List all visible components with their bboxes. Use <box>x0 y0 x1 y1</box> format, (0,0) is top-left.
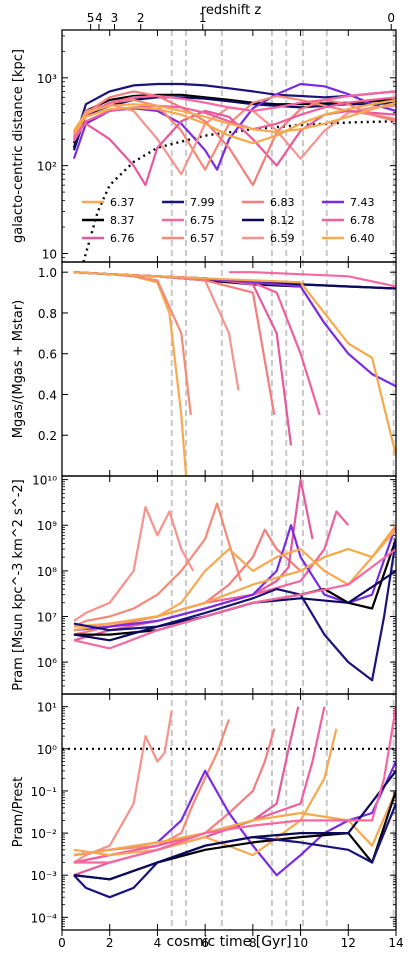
series-6.59 <box>73 506 195 622</box>
y-axis-label: Pram [Msun kpc^-3 km^2 s^-2] <box>11 479 26 691</box>
series-6.78 <box>73 271 321 416</box>
y-axis-label: galacto-centric distance [kpc] <box>11 49 26 243</box>
top-tick-label: 0 <box>387 11 395 25</box>
panel-gas_fraction: 0.2 0.4 0.6 0.8 1.0 Mgas/(Mgas + Mstar) <box>11 261 397 477</box>
top-tick-label: 5 <box>87 11 95 25</box>
y-tick-label: 10² <box>37 160 57 174</box>
x-tick-label: 0 <box>58 936 66 950</box>
y-tick-label: 1.0 <box>38 266 57 280</box>
legend-label-6.75: 6.75 <box>190 214 215 227</box>
series-6.59 <box>73 710 173 864</box>
y-tick-label: 10⁹ <box>37 519 57 533</box>
y-tick-label: 10 <box>42 247 57 261</box>
top-tick-label: 1 <box>199 11 207 25</box>
legend-label-6.57: 6.57 <box>190 232 215 245</box>
top-axis-label: redshift z <box>201 3 262 18</box>
series-6.57 <box>73 502 242 628</box>
series-7.99 <box>73 538 396 682</box>
x-axis-label: cosmic time [Gyr] <box>166 934 291 950</box>
x-tick-label: 6 <box>201 936 209 950</box>
legend-label-6.37: 6.37 <box>110 196 135 209</box>
y-axis-label: Pram/Prest <box>11 777 26 848</box>
y-tick-label: 10⁻⁴ <box>31 911 58 925</box>
x-axis-ticks: 0 2 4 6 8 10 12 14 <box>58 930 404 950</box>
legend-label-6.76: 6.76 <box>110 232 135 245</box>
series-6.75 <box>73 548 396 650</box>
series-6.75 <box>229 271 396 288</box>
panel-series-1 <box>73 271 396 476</box>
series-6.40 <box>73 524 396 632</box>
series-6.83 <box>72 90 396 187</box>
series-6.37 <box>72 101 396 134</box>
x-tick-label: 12 <box>341 936 356 950</box>
series-6.57 <box>73 719 231 857</box>
legend-label-6.78: 6.78 <box>350 214 375 227</box>
y-tick-label: 10¹⁰ <box>32 474 57 488</box>
x-tick-label: 2 <box>106 936 114 950</box>
legend-label-6.40: 6.40 <box>350 232 375 245</box>
y-tick-label: 10⁰ <box>37 743 57 757</box>
y-tick-label: 10¹ <box>37 701 57 715</box>
legend-label-8.37: 8.37 <box>110 214 135 227</box>
y-tick-label: 10⁷ <box>37 610 57 624</box>
y-tick-label: 0.4 <box>38 388 57 402</box>
series-7.99 <box>73 803 396 899</box>
x-tick-label: 10 <box>293 936 308 950</box>
y-tick-label: 10⁻¹ <box>31 785 58 799</box>
panels: 10 10² 10³ galacto-centric distance [kpc] 0.… <box>11 29 397 931</box>
legend-label-7.43: 7.43 <box>350 196 375 209</box>
panel-series-0 <box>72 82 396 262</box>
panel-series-2 <box>73 478 396 682</box>
panel-distance: 10 10² 10³ galacto-centric distance [kpc] <box>11 29 397 263</box>
series-6.59 <box>72 103 396 176</box>
top-tick-label: 3 <box>111 11 119 25</box>
event-dashed-lines <box>170 30 395 930</box>
series-6.75 <box>72 90 396 138</box>
series-6.37 <box>73 271 188 476</box>
panel-frame-0 <box>61 29 397 263</box>
top-tick-label: 2 <box>137 11 145 25</box>
series-6.40 <box>72 98 396 145</box>
x-tick-label: 8 <box>249 936 257 950</box>
y-tick-label: 0.8 <box>38 307 57 321</box>
series-6.40 <box>73 271 396 456</box>
y-tick-label: 10⁻² <box>31 827 58 841</box>
series-8.12 <box>73 770 396 881</box>
series-6.59 <box>73 271 240 391</box>
legend-label-6.83: 6.83 <box>270 196 295 209</box>
panel-frame-1 <box>61 261 397 477</box>
series-6.83 <box>73 728 276 864</box>
y-tick-label: 10⁸ <box>37 565 57 579</box>
series-6.37 <box>73 728 338 857</box>
series-6.76 <box>73 109 396 187</box>
series-6.75 <box>73 706 396 864</box>
series-8.37 <box>73 790 396 881</box>
legend-label-8.12: 8.12 <box>270 214 295 227</box>
legend: 6.37 7.99 6.83 7.43 8.37 6.75 8.12 6.78 6.76 6.57… <box>82 196 375 245</box>
legend-label-7.99: 7.99 <box>190 196 215 209</box>
panel-frame-3 <box>61 693 397 931</box>
series-6.78 <box>73 510 350 632</box>
y-tick-label: 10³ <box>37 72 57 86</box>
legend-label-6.59: 6.59 <box>270 232 295 245</box>
x-tick-label: 14 <box>388 936 403 950</box>
y-tick-label: 10⁶ <box>37 656 57 670</box>
y-tick-label: 10⁻³ <box>31 869 58 883</box>
panel-pressure_ratio: 10⁻⁴ 10⁻³ 10⁻² 10⁻¹ 10⁰ 10¹ Pram/Prest <box>11 693 397 931</box>
series-6.40 <box>73 790 396 857</box>
series-6.83 <box>73 271 276 416</box>
y-axis-label: Mgas/(Mgas + Mstar) <box>11 300 26 439</box>
panel-ram_pressure: 10⁶ 10⁷ 10⁸ 10⁹ 10¹⁰ Pram [Msun kpc^-3 km^2 s… <box>11 474 397 695</box>
panel-series-3 <box>62 706 396 899</box>
y-tick-label: 0.2 <box>38 429 57 443</box>
x-tick-label: 4 <box>154 936 162 950</box>
top-tick-label: 4 <box>95 11 103 25</box>
reference-curve <box>82 120 396 262</box>
series-6.78 <box>72 96 396 142</box>
y-tick-label: 0.6 <box>38 348 57 362</box>
